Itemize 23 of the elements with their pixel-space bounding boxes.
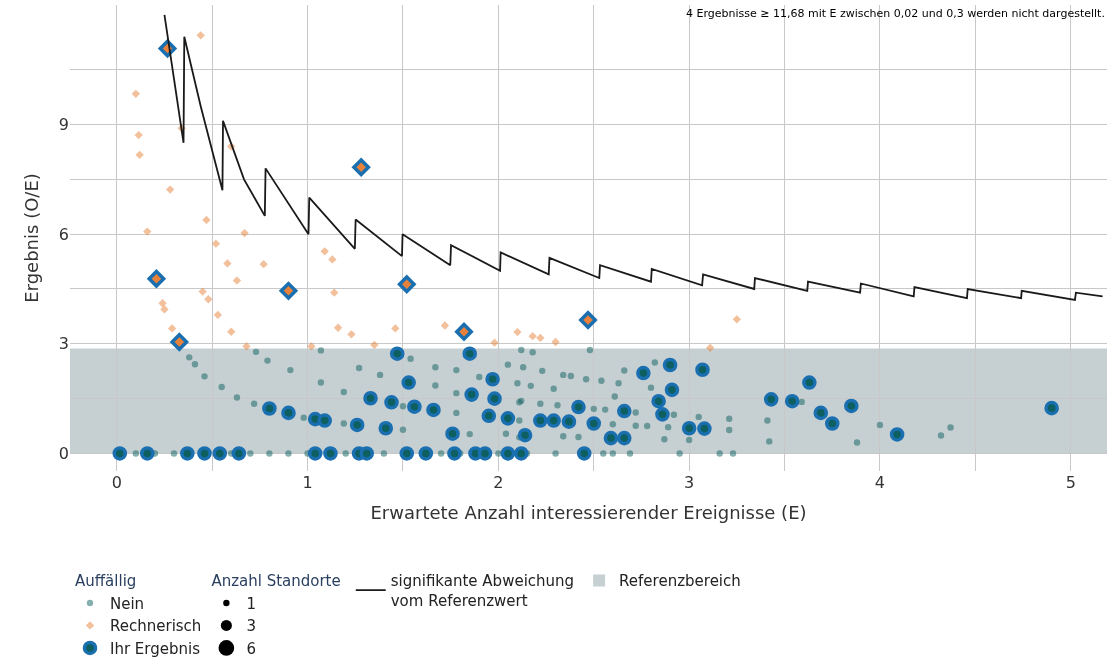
legend-label: 6 — [246, 639, 256, 658]
legend-label: Referenzbereich — [619, 572, 741, 591]
x-tick-label: 3 — [684, 473, 695, 492]
x-tick-label: 0 — [111, 473, 122, 492]
x-tick-label: 5 — [1065, 473, 1076, 492]
y-axis-title: Ergebnis (O/E) — [21, 173, 43, 303]
x-axis-title: Erwartete Anzahl interessierender Ereignisse (E) — [370, 502, 807, 524]
legend-label: 3 — [246, 617, 256, 636]
x-tick-label: 1 — [302, 473, 313, 492]
y-tick-label: 9 — [58, 115, 69, 135]
y-tick-label: 6 — [58, 224, 69, 244]
y-tick-label: 0 — [58, 444, 69, 464]
text: Auffällig — [75, 572, 137, 591]
x-tick-label: 4 — [874, 473, 886, 492]
legend-label: Rechnerisch — [110, 617, 202, 636]
text: Anzahl Standorte — [211, 572, 341, 591]
legend-label: signifikante Abweichung vom Referenzwert — [390, 572, 575, 610]
y-tick-label: 3 — [58, 334, 69, 354]
annotation: 4 Ergebnisse ≥ 11,68 mit E zwischen 0,02 und 0,3 werden nicht dargestellt. — [686, 7, 1105, 20]
legend-label: 1 — [246, 594, 256, 613]
x-tick-label: 2 — [493, 473, 504, 492]
legend-label: Nein — [110, 594, 145, 613]
legend-label: Ihr Ergebnis — [110, 639, 201, 658]
